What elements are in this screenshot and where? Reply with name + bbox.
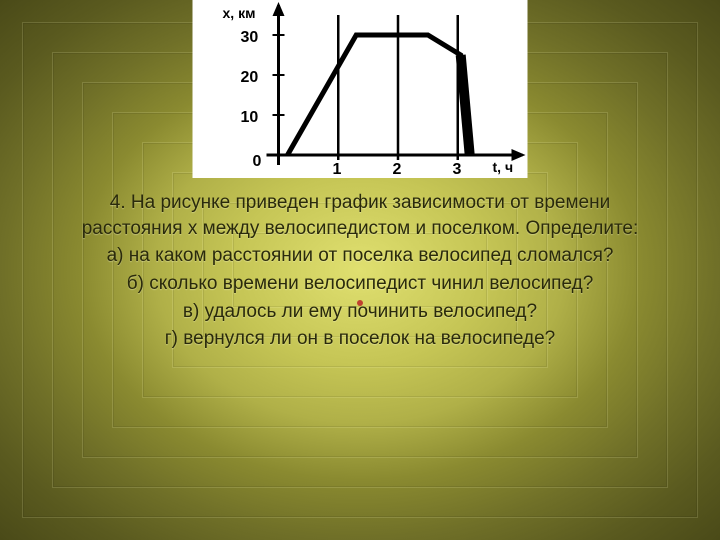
ytick-label: 10 <box>241 109 259 126</box>
chart-line-drop <box>461 55 470 155</box>
question-part: г) вернулся ли он в поселок на велосипед… <box>60 326 660 352</box>
xtick-label: 3 <box>453 161 462 178</box>
question-part: б) сколько времени велосипедист чинил ве… <box>60 271 660 297</box>
chart-svg: x, км t, ч 0 10 20 30 1 2 3 <box>193 0 528 178</box>
question-part: а) на каком расстоянии от поселка велоси… <box>60 243 660 269</box>
question-stem: 4. На рисунке приведен график зависимост… <box>60 190 660 241</box>
xtick-label: 2 <box>393 161 402 178</box>
slide: x, км t, ч 0 10 20 30 1 2 3 4. На рисунк… <box>0 0 720 540</box>
accent-dot <box>357 300 363 306</box>
ytick-label: 20 <box>241 69 259 86</box>
ytick-label: 30 <box>241 29 259 46</box>
y-axis-arrow <box>273 2 285 16</box>
distance-time-chart: x, км t, ч 0 10 20 30 1 2 3 <box>193 0 528 178</box>
chart-line <box>288 35 470 155</box>
xtick-label: 1 <box>333 161 342 178</box>
ytick-label: 0 <box>253 153 262 170</box>
question-text: 4. На рисунке приведен график зависимост… <box>0 190 720 354</box>
y-axis-label: x, км <box>223 5 256 21</box>
x-axis-arrow <box>512 149 526 161</box>
x-axis-label: t, ч <box>493 159 514 175</box>
